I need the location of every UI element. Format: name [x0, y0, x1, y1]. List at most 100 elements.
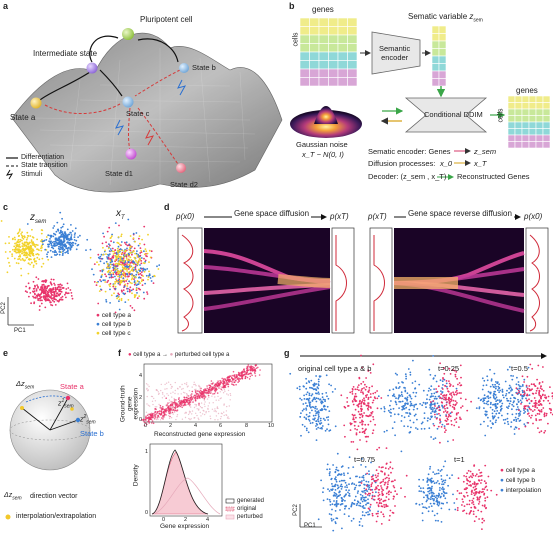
- scatter-point: [60, 244, 62, 246]
- scatter-point: [382, 481, 384, 483]
- f-xtick-2: 2: [169, 424, 172, 430]
- scatter-point: [515, 420, 517, 422]
- scatter-point: [505, 419, 507, 421]
- scatter-point: [96, 282, 98, 284]
- scatter-point: [206, 392, 208, 394]
- scatter-point: [181, 389, 182, 390]
- matrix-cell: [536, 109, 543, 116]
- scatter-point: [382, 506, 384, 508]
- scatter-point: [449, 393, 451, 395]
- scatter-point: [187, 404, 188, 405]
- scatter-point: [18, 256, 20, 258]
- scatter-point: [342, 480, 344, 482]
- matrix-cell: [536, 135, 543, 142]
- d-p-xT-mid: p(xT): [330, 213, 349, 221]
- scatter-point: [250, 372, 252, 374]
- scatter-point: [358, 389, 360, 391]
- scatter-point: [103, 269, 105, 271]
- scatter-point: [451, 394, 453, 396]
- scatter-point: [168, 395, 169, 396]
- scatter-point: [520, 403, 522, 405]
- scatter-point: [335, 469, 337, 471]
- scatter-point: [433, 503, 435, 505]
- scatter-point: [328, 410, 330, 412]
- scatter-point: [429, 466, 431, 468]
- scatter-point: [380, 481, 382, 483]
- scatter-point: [226, 380, 228, 382]
- scatter-point: [421, 503, 423, 505]
- scatter-point: [446, 399, 448, 401]
- scatter-point: [376, 521, 378, 523]
- state-d2-label: State d2: [170, 181, 198, 189]
- scatter-point: [376, 502, 378, 504]
- scatter-point: [346, 397, 348, 399]
- scatter-point: [220, 382, 222, 384]
- scatter-point: [313, 385, 315, 387]
- scatter-point: [33, 288, 35, 290]
- scatter-point: [171, 396, 172, 397]
- scatter-point: [154, 409, 155, 410]
- scatter-point: [457, 384, 459, 386]
- scatter-point: [333, 519, 335, 521]
- scatter-point: [432, 411, 434, 413]
- scatter-point: [398, 382, 400, 384]
- f-ylabel-bottom: Density: [134, 464, 141, 486]
- scatter-point: [541, 411, 543, 413]
- scatter-point: [172, 392, 173, 393]
- scatter-point: [543, 432, 545, 434]
- scatter-point: [58, 294, 60, 296]
- scatter-point: [109, 302, 111, 304]
- scatter-point: [204, 404, 205, 405]
- scatter-point: [124, 275, 126, 277]
- scatter-point: [220, 391, 221, 392]
- scatter-point: [548, 396, 550, 398]
- gene-matrix-input: [300, 18, 357, 86]
- scatter-point: [428, 390, 430, 392]
- scatter-point: [436, 499, 438, 501]
- scatter-point: [37, 249, 39, 251]
- scatter-point: [115, 256, 117, 258]
- scatter-point: [372, 496, 374, 498]
- scatter-point: [32, 254, 34, 256]
- scatter-point: [483, 520, 485, 522]
- scatter-point: [118, 250, 120, 252]
- reconstruction-plots: [118, 352, 284, 532]
- scatter-point: [443, 488, 445, 490]
- matrix-cell: [432, 41, 439, 49]
- scatter-point: [211, 396, 212, 397]
- scatter-point: [378, 466, 380, 468]
- scatter-point: [439, 442, 441, 444]
- scatter-point: [307, 391, 309, 393]
- scatter-point: [531, 400, 533, 402]
- scatter-point: [111, 235, 113, 237]
- scatter-point: [217, 392, 219, 394]
- scatter-point: [27, 237, 29, 239]
- scatter-point: [305, 388, 307, 390]
- scatter-point: [386, 477, 388, 479]
- scatter-point: [19, 258, 21, 260]
- scatter-point: [547, 423, 549, 425]
- scatter-point: [54, 284, 56, 286]
- interpolation-scatter-plots: [286, 352, 553, 532]
- scatter-point: [172, 386, 173, 387]
- scatter-point: [358, 403, 360, 405]
- scatter-point: [149, 250, 151, 252]
- scatter-point: [510, 398, 512, 400]
- scatter-point: [516, 383, 518, 385]
- scatter-point: [318, 391, 320, 393]
- scatter-point: [425, 406, 427, 408]
- scatter-point: [518, 392, 520, 394]
- scatter-point: [129, 286, 131, 288]
- scatter-point: [299, 398, 301, 400]
- scatter-point: [205, 412, 206, 413]
- scatter-point: [250, 376, 252, 378]
- scatter-point: [469, 513, 471, 515]
- scatter-point: [246, 374, 248, 376]
- scatter-point: [500, 406, 502, 408]
- scatter-point: [437, 469, 439, 471]
- scatter-point: [436, 418, 438, 420]
- scatter-point: [99, 258, 101, 260]
- scatter-point: [315, 410, 317, 412]
- scatter-point: [204, 393, 205, 394]
- scatter-point: [516, 409, 518, 411]
